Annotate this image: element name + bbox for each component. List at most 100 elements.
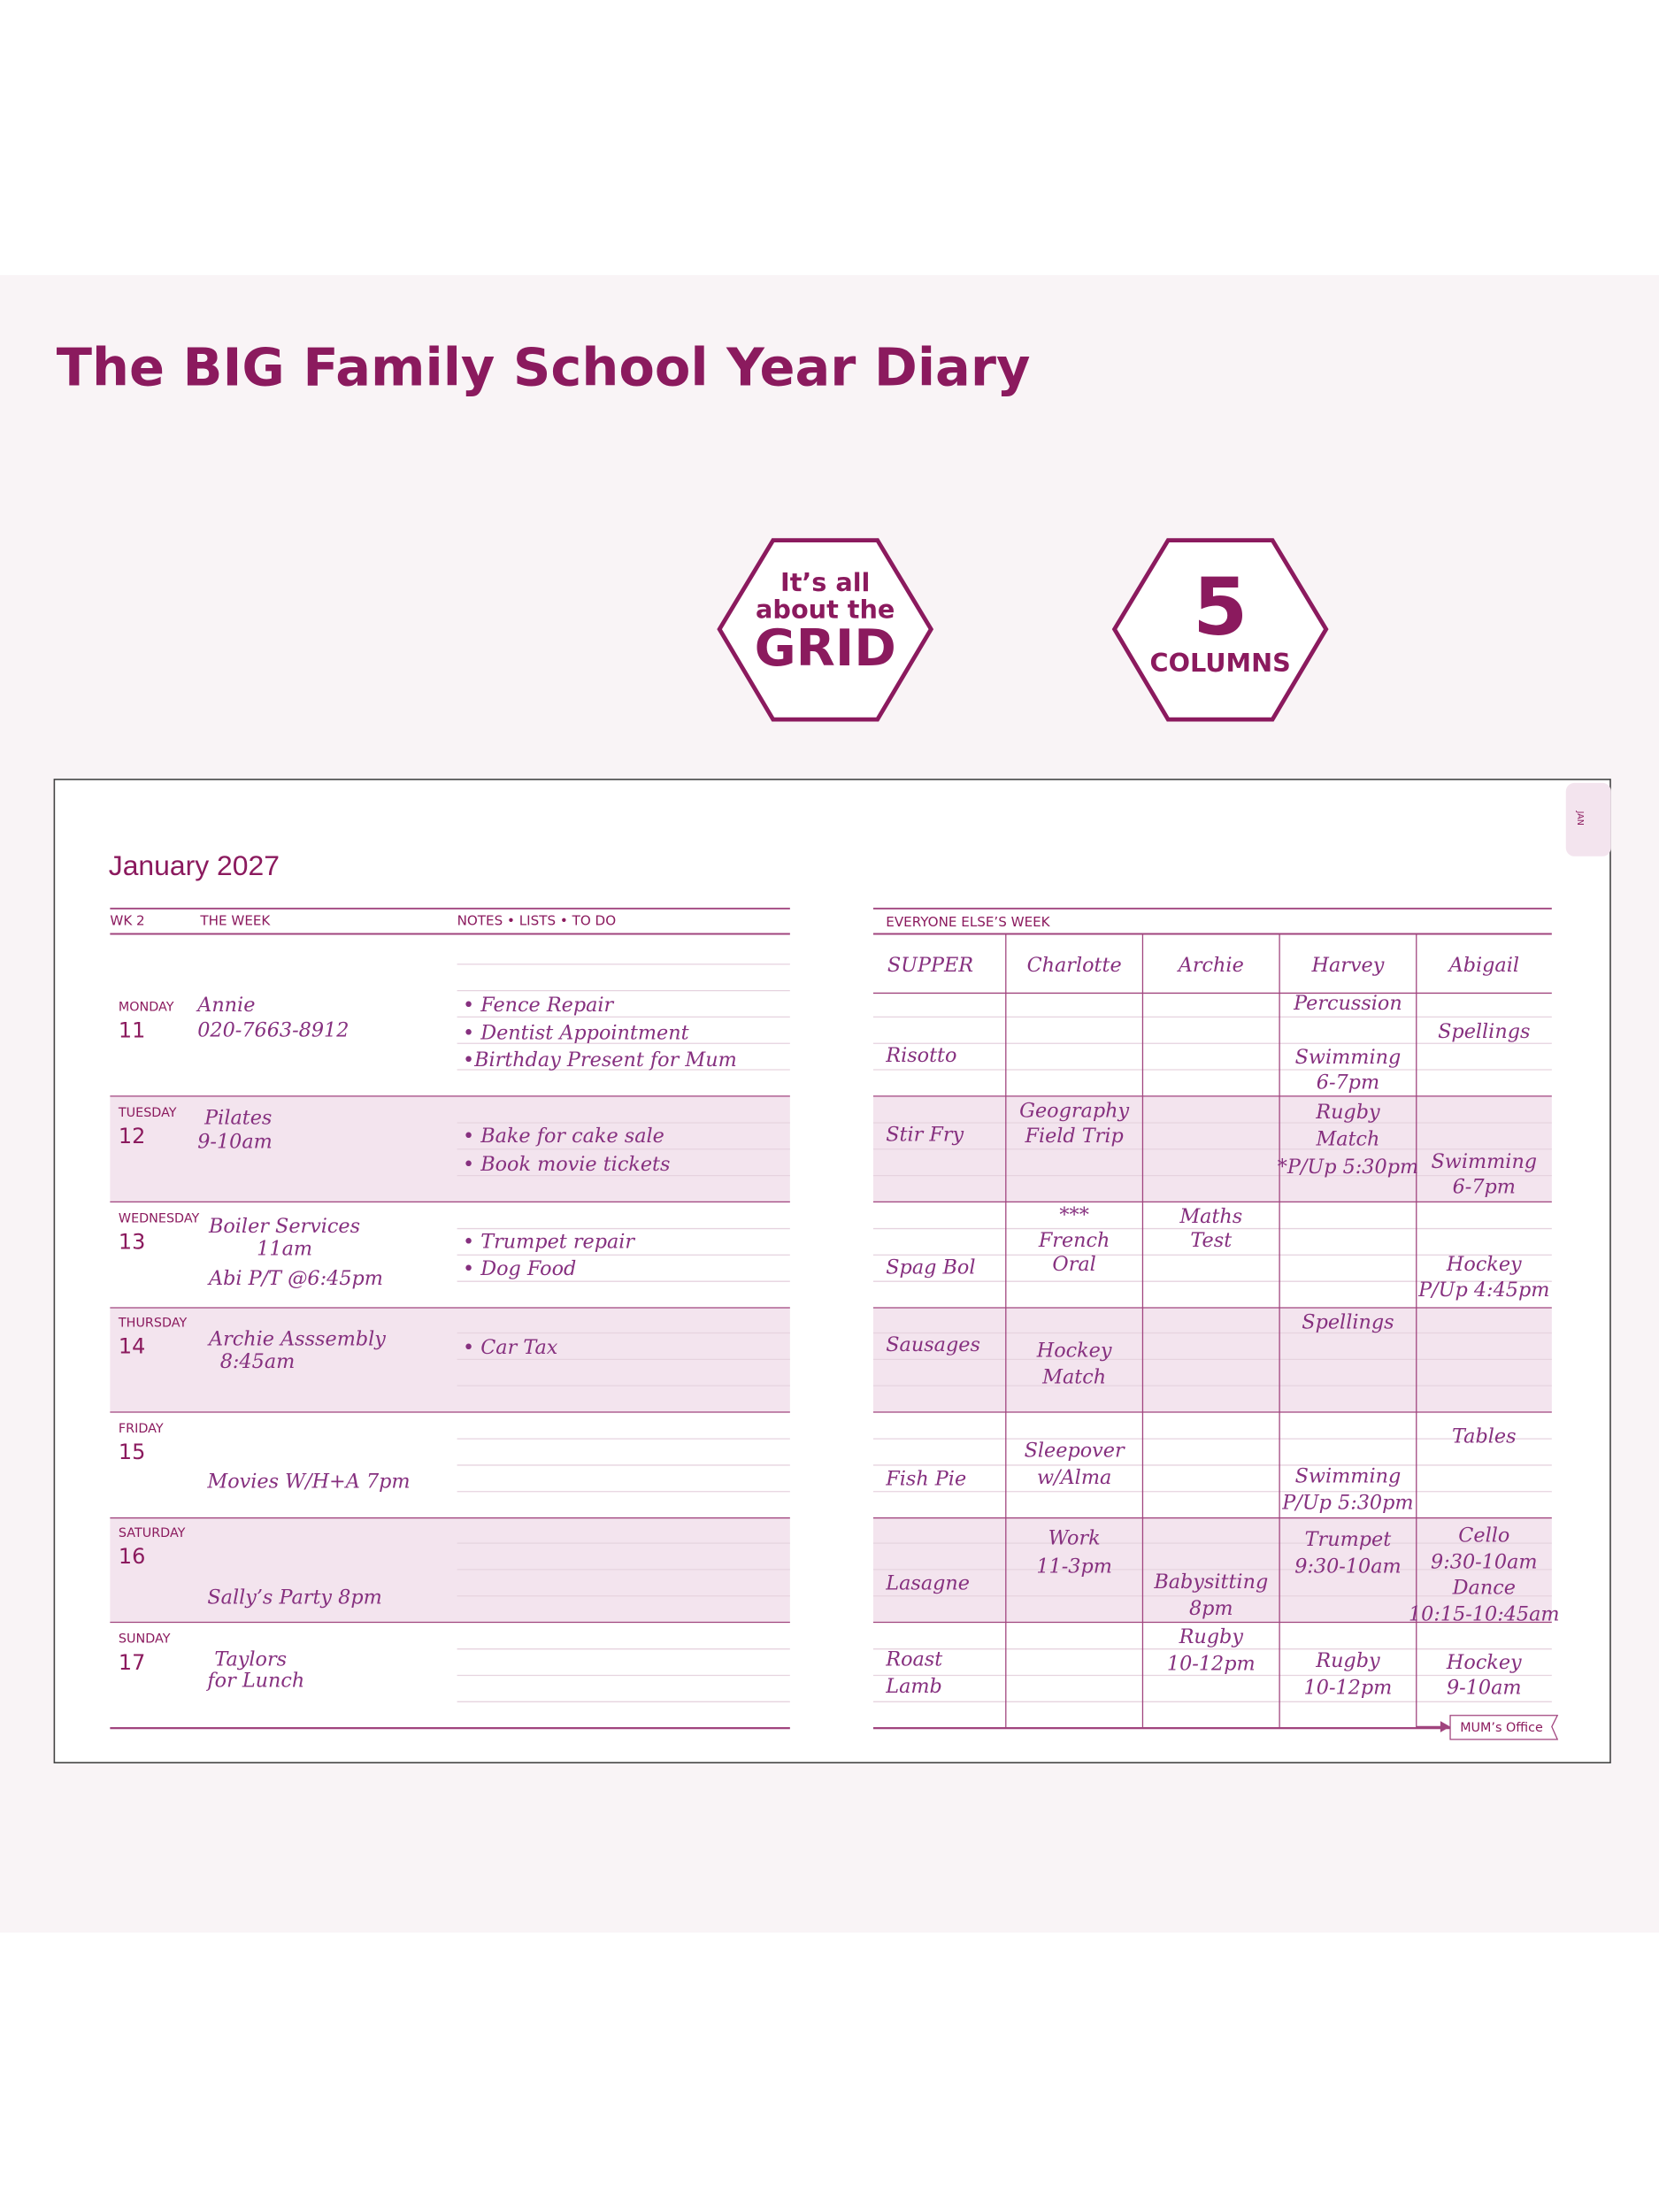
- day-date: 15: [119, 1440, 145, 1464]
- cell-entry: Field Trip: [1024, 1125, 1123, 1148]
- day-date: 14: [119, 1334, 145, 1359]
- tab-label: JAN: [1575, 810, 1585, 826]
- cell-entry: P/Up 4:45pm: [1417, 1279, 1549, 1302]
- day-name: WEDNESDAY: [119, 1212, 200, 1226]
- cell-entry: w/Alma: [1037, 1466, 1111, 1489]
- cell-entry: Rugby: [1315, 1649, 1380, 1672]
- note: • Car Tax: [463, 1336, 558, 1359]
- column-header: WK 2: [110, 913, 144, 929]
- person-column: SUPPER: [887, 954, 973, 977]
- person-column: Harvey: [1311, 954, 1385, 977]
- cell-entry: Work: [1048, 1526, 1101, 1549]
- cell-entry: 6-7pm: [1317, 1071, 1379, 1094]
- cell-entry: Oral: [1052, 1253, 1095, 1276]
- column-header: NOTES • LISTS • TO DO: [457, 913, 617, 929]
- day-name: TUESDAY: [118, 1106, 177, 1120]
- cell-entry: 10:15-10:45am: [1409, 1603, 1560, 1626]
- cell-entry: Spellings: [1438, 1020, 1530, 1043]
- note: • Dog Food: [463, 1257, 576, 1280]
- entry: 8:45am: [220, 1350, 296, 1373]
- month-tab: [1565, 782, 1611, 856]
- note: •Birthday Present for Mum: [463, 1048, 737, 1071]
- day-name: SUNDAY: [119, 1632, 171, 1647]
- day-name: THURSDAY: [118, 1317, 188, 1331]
- cell-entry: Sausages: [886, 1333, 980, 1356]
- cell-entry: Hockey: [1446, 1651, 1522, 1674]
- cell-entry: Risotto: [885, 1044, 956, 1067]
- cell-entry: Cello: [1458, 1524, 1509, 1547]
- entry: Sally’s Party 8pm: [207, 1586, 381, 1609]
- cell-entry: Sleepover: [1025, 1440, 1125, 1463]
- cell-entry: Match: [1041, 1366, 1106, 1389]
- cell-entry: Geography: [1019, 1099, 1129, 1122]
- cell-entry: Test: [1190, 1229, 1232, 1252]
- note: • Bake for cake sale: [463, 1125, 664, 1148]
- badge-text: GRID: [755, 618, 896, 678]
- note: • Trumpet repair: [463, 1231, 635, 1254]
- entry: Annie: [196, 994, 255, 1017]
- cell-entry: 10-12pm: [1167, 1652, 1256, 1675]
- day-date: 17: [119, 1650, 145, 1675]
- person-column: Charlotte: [1027, 954, 1122, 977]
- grid: [110, 907, 1559, 1740]
- cell-entry: ***: [1059, 1203, 1088, 1226]
- entry: Abi P/T @6:45pm: [207, 1267, 383, 1290]
- cell-entry: Trumpet: [1305, 1528, 1392, 1551]
- entry: 11am: [257, 1238, 312, 1261]
- cell-entry: Tables: [1452, 1425, 1517, 1448]
- cell-entry: Swimming: [1295, 1464, 1402, 1487]
- column-header: EVERYONE ELSE’S WEEK: [886, 914, 1050, 930]
- note: • Book movie tickets: [463, 1153, 671, 1176]
- day-name: MONDAY: [119, 1000, 174, 1014]
- tag-arrow-head: [1440, 1721, 1451, 1732]
- cell-entry: 9:30-10am: [1294, 1555, 1401, 1578]
- hexagon: [1111, 538, 1329, 722]
- cell-entry: Rugby: [1315, 1101, 1380, 1124]
- cell-entry: *P/Up 5:30pm: [1278, 1156, 1418, 1179]
- entry: for Lunch: [205, 1670, 304, 1693]
- cell-entry: Lamb: [885, 1675, 942, 1698]
- cell-entry: 9-10am: [1447, 1676, 1522, 1699]
- cell-entry: Match: [1315, 1127, 1379, 1150]
- note: • Dentist Appointment: [463, 1022, 689, 1045]
- cell-entry: Hockey: [1036, 1339, 1112, 1362]
- badge-text: 5: [1193, 561, 1248, 653]
- badge-text: COLUMNS: [1150, 648, 1291, 678]
- cell-entry: P/Up 5:30pm: [1281, 1492, 1413, 1515]
- title: The BIG Family School Year Diary: [57, 336, 1031, 397]
- note: • Fence Repair: [463, 994, 615, 1017]
- person-column: Abigail: [1448, 954, 1519, 977]
- cell-entry: 6-7pm: [1453, 1175, 1516, 1198]
- column-header: THE WEEK: [199, 913, 271, 929]
- entry: Movies W/H+A 7pm: [206, 1471, 410, 1494]
- tag: [1449, 1715, 1559, 1740]
- cell-entry: 11-3pm: [1036, 1555, 1112, 1578]
- month-title: January 2027: [109, 849, 280, 881]
- badge-text: It’s all: [780, 567, 870, 597]
- day-name: SATURDAY: [119, 1526, 186, 1540]
- cell-entry: Fish Pie: [885, 1468, 966, 1491]
- cell-entry: Maths: [1179, 1205, 1242, 1228]
- entry: Boiler Services: [208, 1215, 360, 1238]
- cell-entry: Swimming: [1431, 1150, 1537, 1173]
- entries: WK 2 THE WEEK NOTES • LISTS • TO DO EVERYON…: [110, 913, 1559, 1735]
- entry: Taylors: [214, 1648, 287, 1671]
- entry: 9-10am: [197, 1130, 273, 1153]
- cell-entry: 8pm: [1189, 1597, 1233, 1620]
- day-name: FRIDAY: [119, 1422, 164, 1436]
- cell-entry: Spag Bol: [886, 1256, 975, 1279]
- day-date: 16: [119, 1544, 145, 1569]
- cell-entry: French: [1038, 1229, 1110, 1252]
- cell-entry: Roast: [885, 1648, 942, 1671]
- badge-text: about the: [756, 594, 895, 624]
- tag-label: MUM’s Office: [1460, 1721, 1543, 1735]
- entry: Pilates: [204, 1106, 272, 1129]
- day-date: 13: [119, 1230, 145, 1255]
- cell-entry: Dance: [1452, 1576, 1516, 1599]
- cell-entry: Percussion: [1293, 992, 1402, 1015]
- cell-entry: Lasagne: [885, 1571, 970, 1594]
- day-date: 11: [119, 1018, 145, 1042]
- cell-entry: 10-12pm: [1304, 1676, 1393, 1699]
